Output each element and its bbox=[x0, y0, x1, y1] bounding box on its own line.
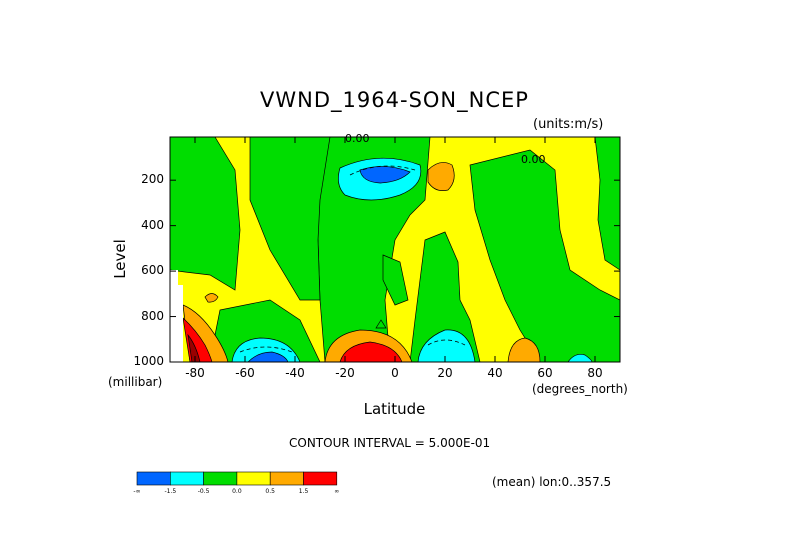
mean-longitude: (mean) lon:0..357.5 bbox=[492, 475, 612, 489]
colorbar-label: 0.5 bbox=[265, 488, 275, 495]
zero-contour-label: 0.00 bbox=[345, 132, 370, 145]
darkred-sh-core bbox=[187, 333, 201, 362]
colorbar-label: -0.5 bbox=[197, 488, 210, 495]
y-tick-label: 200 bbox=[141, 172, 164, 187]
colorbar-label: -1.5 bbox=[164, 488, 177, 495]
green-region-south-mid bbox=[249, 137, 331, 301]
x-tick-label: 20 bbox=[437, 366, 453, 380]
green-region-nh-mid bbox=[469, 149, 620, 362]
red-lower-eq bbox=[339, 341, 403, 362]
y-tick-marks bbox=[170, 179, 620, 363]
colorbar-label: 1.5 bbox=[298, 488, 309, 495]
cyan-lower-nh-polar bbox=[567, 353, 593, 362]
colorbar-swatch bbox=[236, 471, 271, 486]
colorbar-swatch bbox=[136, 471, 171, 486]
orange-upper-nh bbox=[427, 162, 455, 191]
blue-lower-left bbox=[247, 351, 289, 362]
green-region-eq-column bbox=[409, 231, 481, 362]
x-tick-label: -80 bbox=[185, 366, 205, 380]
y-tick-label: 600 bbox=[141, 263, 164, 278]
x-tick-marks bbox=[194, 137, 596, 362]
y-tick-label: 800 bbox=[141, 308, 164, 323]
chart-title: VWND_1964-SON_NCEP bbox=[260, 88, 529, 112]
colorbar-label: 0.0 bbox=[232, 488, 242, 495]
missing-data bbox=[170, 270, 183, 362]
y-tick-label: 400 bbox=[141, 217, 164, 232]
green-region-nh-polar bbox=[594, 137, 620, 271]
colorbar-swatch bbox=[170, 471, 204, 486]
x-tick-label: 0 bbox=[391, 366, 399, 380]
y-tick-label: 1000 bbox=[133, 354, 164, 368]
orange-sh-blob bbox=[204, 293, 219, 303]
colorbar-label: -∞ bbox=[133, 488, 141, 495]
x-tick-label: -20 bbox=[335, 366, 355, 380]
dashed-contour-2 bbox=[427, 339, 466, 346]
cyan-lower-eq bbox=[417, 329, 476, 362]
x-tick-label: 80 bbox=[587, 366, 603, 380]
contour-interval: CONTOUR INTERVAL = 5.000E-01 bbox=[289, 436, 491, 450]
x-axis-unit: (degrees_north) bbox=[532, 382, 628, 396]
x-tick-label: -60 bbox=[235, 366, 255, 380]
colorbar-swatch bbox=[303, 471, 338, 486]
y-axis-unit: (millibar) bbox=[108, 375, 163, 389]
zero-contour-label: 0.00 bbox=[521, 153, 546, 166]
x-tick-label: -40 bbox=[285, 366, 305, 380]
colorbar-label: ∞ bbox=[334, 488, 340, 495]
x-tick-label: 60 bbox=[537, 366, 553, 380]
green-region-small bbox=[382, 254, 409, 306]
x-tick-label: 40 bbox=[487, 366, 503, 380]
colorbar-swatch bbox=[269, 471, 304, 486]
units-label: (units:m/s) bbox=[533, 117, 604, 132]
colorbar bbox=[136, 471, 338, 486]
x-axis-label: Latitude bbox=[363, 400, 426, 418]
green-marker bbox=[375, 319, 387, 329]
blue-upper-core bbox=[359, 166, 411, 184]
colorbar-swatch bbox=[203, 471, 238, 486]
orange-lower-nh bbox=[507, 337, 541, 362]
